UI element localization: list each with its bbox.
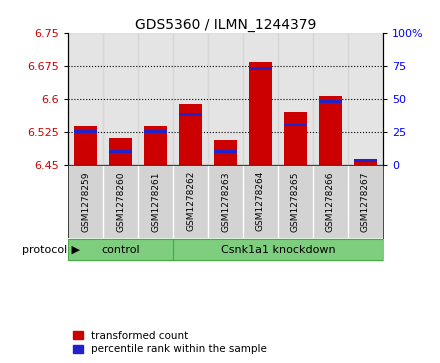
Bar [348, 33, 383, 164]
Text: GSM1278261: GSM1278261 [151, 171, 160, 232]
Legend: transformed count, percentile rank within the sample: transformed count, percentile rank withi… [73, 331, 267, 354]
Bar [249, 67, 272, 70]
Text: GSM1278263: GSM1278263 [221, 171, 230, 232]
Bar [138, 33, 173, 164]
Bar [319, 100, 342, 103]
Bar [284, 123, 307, 126]
Text: GSM1278264: GSM1278264 [256, 171, 265, 232]
Bar [243, 33, 278, 164]
Bar [74, 126, 97, 164]
Text: GSM1278262: GSM1278262 [186, 171, 195, 232]
Bar [109, 150, 132, 153]
Bar [144, 130, 167, 133]
Bar [68, 33, 103, 164]
Bar [214, 150, 237, 153]
Title: GDS5360 / ILMN_1244379: GDS5360 / ILMN_1244379 [135, 18, 316, 32]
Bar [278, 33, 313, 164]
Text: control: control [101, 245, 140, 254]
Bar [173, 33, 208, 164]
Bar [284, 112, 307, 164]
Text: GSM1278260: GSM1278260 [116, 171, 125, 232]
Bar [109, 138, 132, 164]
Bar [354, 159, 377, 164]
Text: Csnk1a1 knockdown: Csnk1a1 knockdown [220, 245, 335, 254]
Text: protocol: protocol [22, 245, 67, 254]
Text: GSM1278265: GSM1278265 [291, 171, 300, 232]
Bar [179, 104, 202, 164]
Bar [313, 33, 348, 164]
Bar [103, 33, 138, 164]
Text: GSM1278259: GSM1278259 [81, 171, 90, 232]
Bar [144, 126, 167, 164]
Text: GSM1278267: GSM1278267 [361, 171, 370, 232]
Bar [354, 159, 377, 162]
Bar [208, 33, 243, 164]
Bar [74, 130, 97, 133]
Bar [249, 62, 272, 164]
Text: GSM1278266: GSM1278266 [326, 171, 335, 232]
Text: ▶: ▶ [68, 245, 80, 254]
Bar [319, 95, 342, 164]
Bar [179, 113, 202, 116]
Bar [214, 140, 237, 164]
